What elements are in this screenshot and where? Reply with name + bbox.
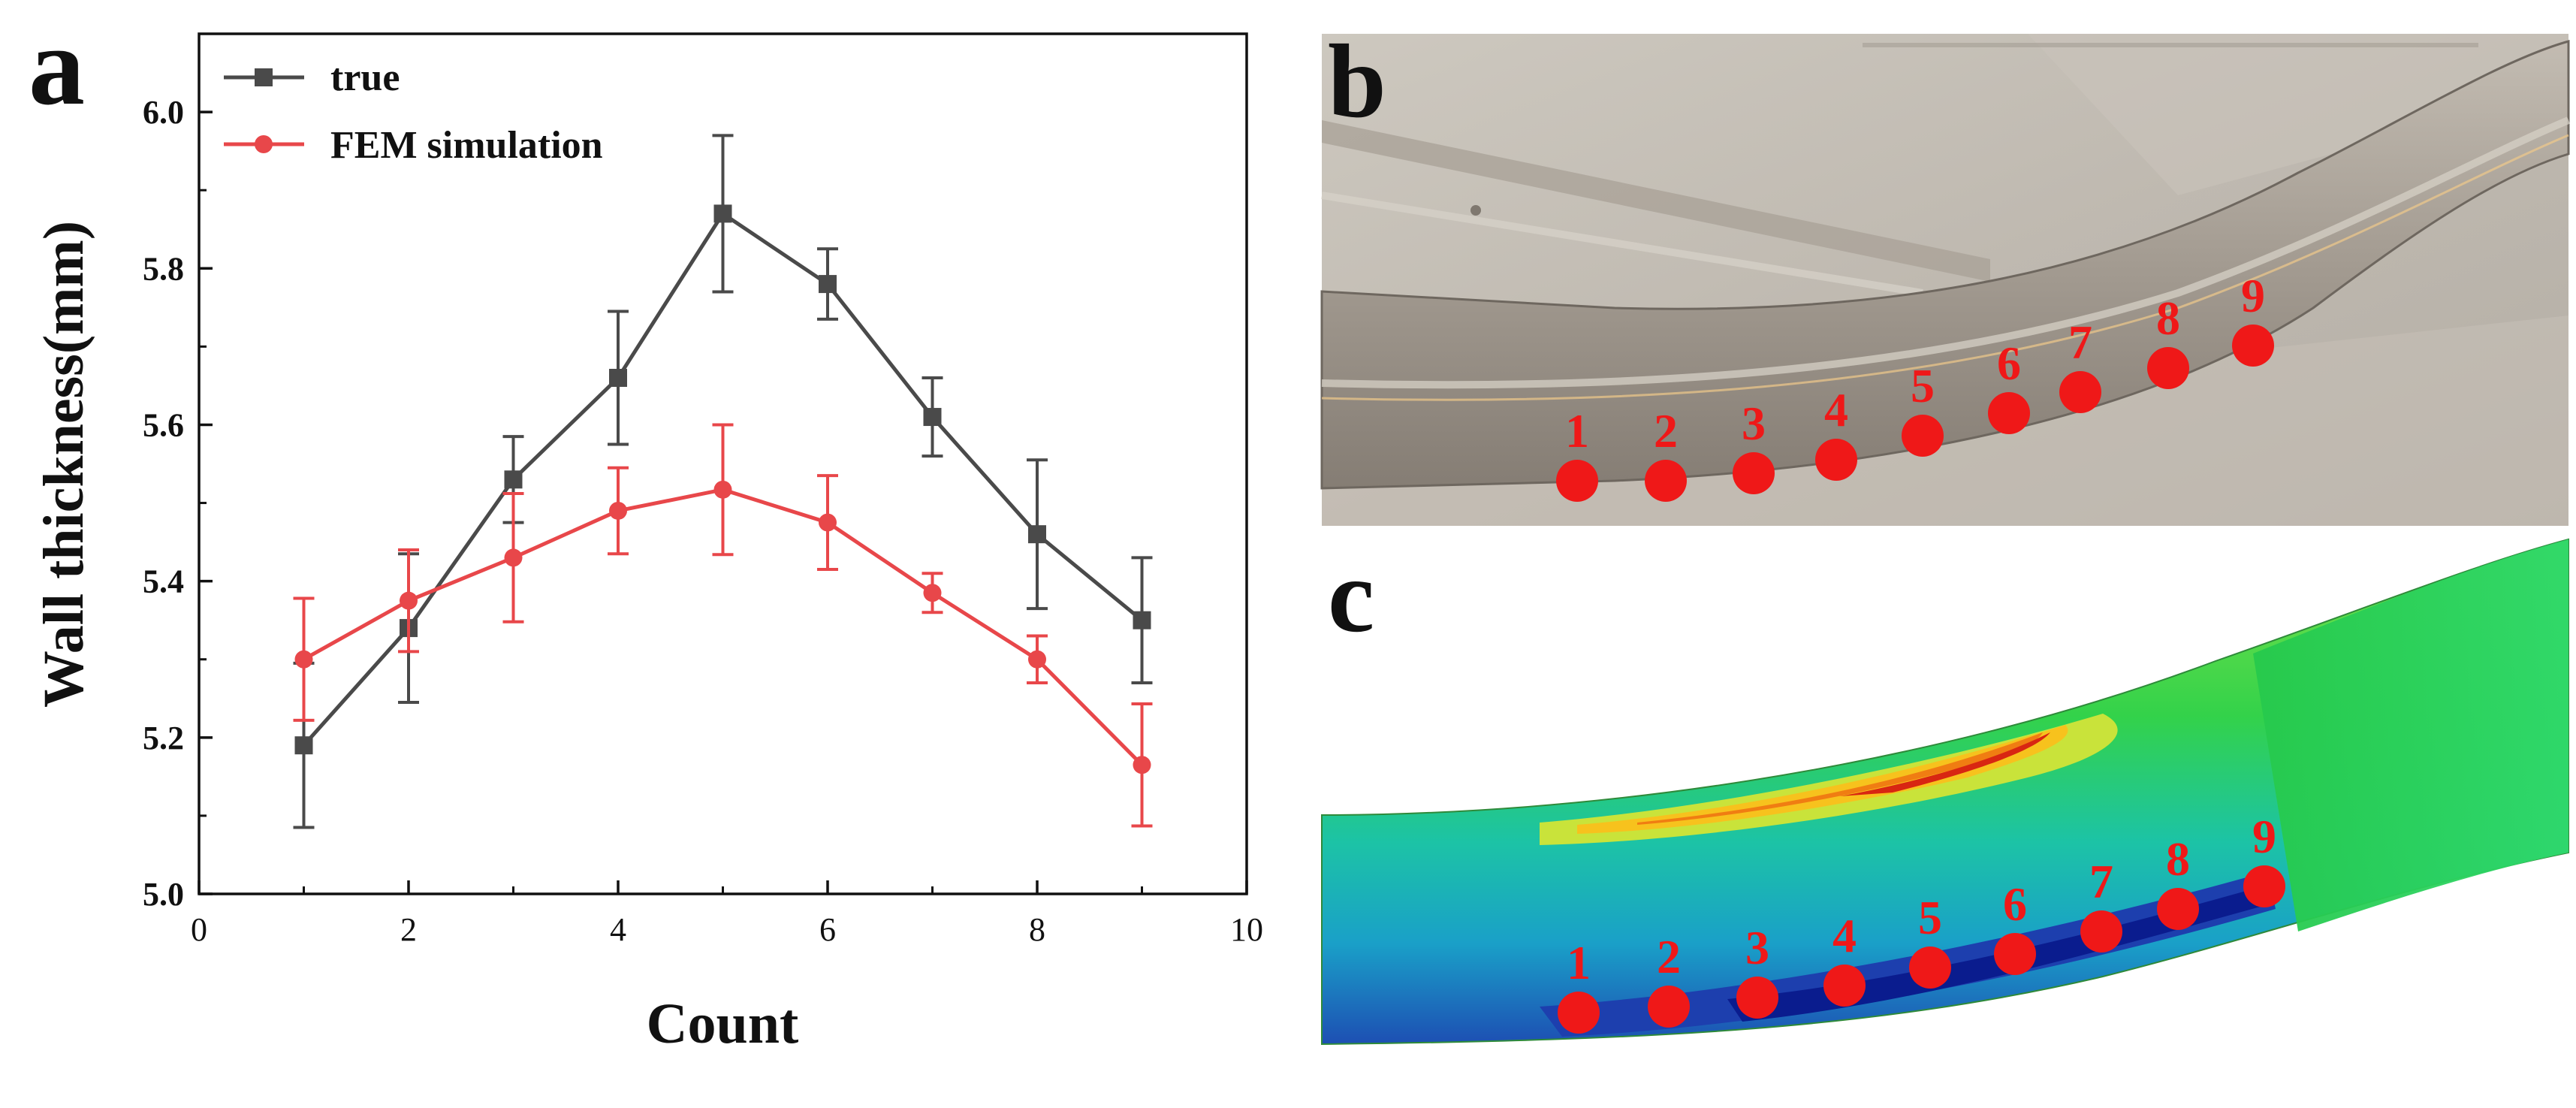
marker-dot-c-6	[1994, 933, 2036, 975]
marker-label-b-3: 3	[1742, 397, 1766, 450]
chart-panel-a: a 0 2 4 6 8 10 5.0 5.2 5.4 5.6 5.8 6.0 true FEM sim…	[29, 4, 1263, 1055]
x-tick-label: 4	[610, 911, 626, 948]
data-point	[400, 591, 418, 610]
y-axis-title: Wall thickness(mm)	[32, 221, 95, 708]
marker-dot-c-8	[2157, 888, 2199, 930]
data-point	[1133, 756, 1151, 774]
data-point	[294, 736, 313, 755]
data-point	[294, 650, 313, 669]
marker-dot-c-3	[1736, 977, 1778, 1019]
marker-label-c-7: 7	[2089, 855, 2113, 908]
marker-dot-c-1	[1558, 992, 1600, 1034]
data-point	[504, 548, 523, 567]
data-point	[609, 501, 627, 520]
x-tick-label: 8	[1029, 911, 1045, 948]
marker-label-c-4: 4	[1832, 909, 1857, 962]
x-tick-label: 2	[400, 911, 417, 948]
marker-dot-b-1	[1556, 460, 1598, 502]
data-point	[1028, 650, 1046, 669]
marker-label-c-2: 2	[1657, 930, 1681, 983]
marker-dot-c-9	[2243, 865, 2285, 907]
axes: 0 2 4 6 8 10 5.0 5.2 5.4 5.6 5.8 6.0	[143, 94, 1263, 948]
marker-dot-b-2	[1645, 460, 1687, 502]
marker-label-b-4: 4	[1824, 383, 1848, 436]
panel-letter-a: a	[29, 4, 85, 128]
marker-label-b-5: 5	[1911, 359, 1935, 412]
y-tick-label: 5.2	[143, 720, 184, 756]
legend-label-fem: FEM simulation	[330, 124, 603, 167]
x-tick-label: 10	[1230, 911, 1263, 948]
y-tick-label: 5.8	[143, 250, 184, 287]
marker-label-c-3: 3	[1745, 921, 1769, 974]
data-point	[713, 204, 732, 223]
data-point	[819, 275, 837, 294]
marker-label-c-9: 9	[2252, 810, 2276, 863]
y-tick-label: 6.0	[143, 94, 184, 131]
marker-dot-b-6	[1988, 392, 2030, 434]
marker-label-c-8: 8	[2166, 832, 2190, 886]
marker-dot-b-9	[2232, 325, 2274, 367]
marker-dot-c-2	[1648, 986, 1690, 1028]
data-point	[923, 584, 942, 602]
legend-entry-fem: FEM simulation	[224, 124, 603, 167]
marker-label-b-1: 1	[1565, 404, 1589, 457]
data-point	[713, 480, 732, 499]
marker-label-b-6: 6	[1997, 337, 2021, 390]
legend: true FEM simulation	[224, 56, 603, 167]
marker-dot-b-4	[1815, 439, 1857, 481]
y-tick-label: 5.4	[143, 563, 184, 600]
data-point	[923, 408, 942, 427]
data-point	[1028, 525, 1046, 544]
data-point	[609, 369, 627, 387]
marker-dot-c-7	[2080, 910, 2122, 953]
x-axis-title: Count	[647, 992, 799, 1055]
marker-dot-b-5	[1902, 415, 1944, 457]
marker-label-b-7: 7	[2068, 315, 2092, 369]
legend-label-true: true	[330, 56, 400, 99]
marker-label-b-8: 8	[2156, 291, 2180, 345]
panel-letter-b: b	[1328, 23, 1386, 140]
y-tick-label: 5.0	[143, 876, 184, 913]
marker-label-c-1: 1	[1567, 936, 1591, 989]
marker-label-c-5: 5	[1918, 891, 1942, 944]
marker-label-c-6: 6	[2003, 877, 2027, 931]
y-tick-label: 5.6	[143, 406, 184, 443]
marker-dot-c-4	[1823, 965, 1866, 1007]
legend-entry-true: true	[224, 56, 400, 99]
data-point	[819, 513, 837, 532]
data-point	[504, 470, 523, 489]
marker-dot-c-5	[1909, 946, 1951, 989]
marker-dot-b-3	[1733, 452, 1775, 494]
series-layer	[293, 134, 1153, 829]
series-fem	[293, 423, 1153, 828]
data-point	[1133, 611, 1151, 629]
panel-letter-c: c	[1328, 538, 1374, 654]
x-tick-label: 6	[819, 911, 836, 948]
marker-label-b-9: 9	[2241, 269, 2265, 322]
x-tick-label: 0	[191, 911, 207, 948]
marker-dot-b-7	[2059, 371, 2101, 413]
marker-label-b-2: 2	[1654, 404, 1678, 457]
marker-dot-b-8	[2147, 347, 2189, 389]
